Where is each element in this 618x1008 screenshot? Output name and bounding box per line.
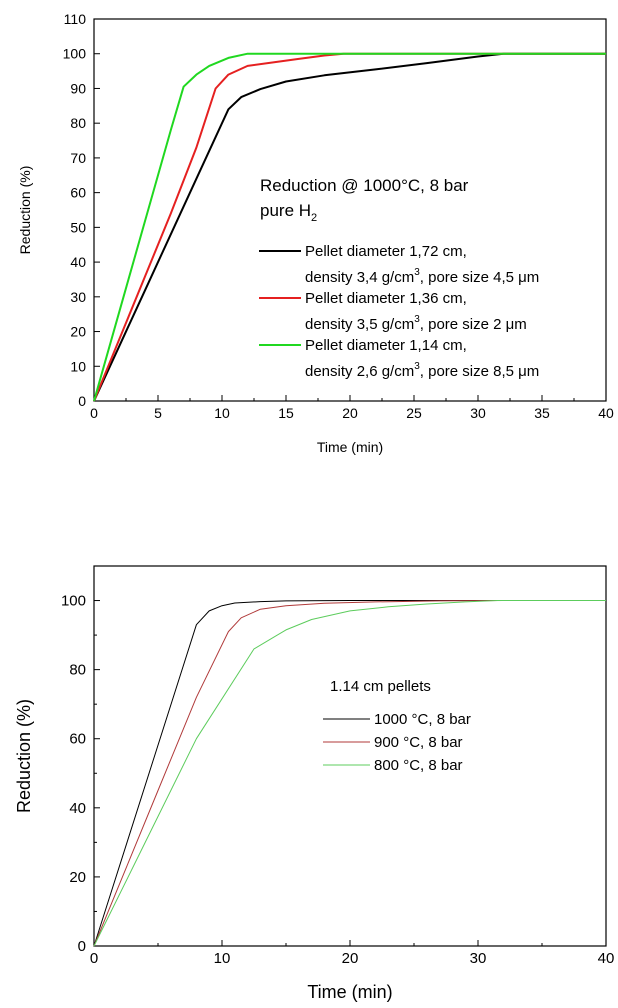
series-line-bottom-3 (93, 600, 606, 947)
legend-entry-3-line2: density 2,6 g/cm3, pore size 8,5 μm (305, 361, 539, 380)
series-line-bottom-2 (93, 600, 606, 947)
legend-bottom: 1000 °C, 8 bar 900 °C, 8 bar 800 °C, 8 b… (323, 711, 471, 774)
annotation-title-bottom: 1.14 cm pellets (330, 678, 431, 695)
y-tick-label: 100 (63, 46, 87, 62)
x-tick-label: 10 (214, 405, 230, 421)
y-tick-label: 90 (70, 80, 86, 96)
x-axis-label-top: Time (min) (317, 439, 383, 455)
series-line-top-3 (93, 52, 606, 402)
x-tick-label: 5 (154, 405, 162, 421)
legend-entry-800c: 800 °C, 8 bar (374, 757, 463, 774)
y-tick-label: 40 (70, 254, 86, 270)
legend-top: Pellet diameter 1,72 cm, density 3,4 g/c… (259, 243, 539, 380)
y-tick-label: 100 (61, 593, 86, 610)
y-tick-label: 20 (69, 869, 86, 886)
y-tick-label: 30 (70, 289, 86, 305)
y-tick-label: 110 (64, 11, 87, 27)
y-tick-label: 50 (70, 219, 86, 235)
chart-bottom: 0 10 20 30 40 0 20 40 60 80 100 Reduction (%) Time… (14, 565, 614, 1002)
y-axis-label-top: Reduction (%) (17, 166, 33, 255)
legend-entry-1000c: 1000 °C, 8 bar (374, 711, 471, 728)
x-tick-label: 0 (90, 950, 98, 967)
x-tick-label: 30 (470, 405, 486, 421)
y-tick-label: 0 (78, 938, 86, 955)
series-line-top-1 (93, 52, 606, 402)
annotation-title-top: Reduction @ 1000°C, 8 bar (260, 176, 469, 195)
legend-entry-2-line1: Pellet diameter 1,36 cm, (305, 290, 467, 307)
x-axis-label-bottom: Time (min) (307, 982, 392, 1002)
x-tick-label: 0 (90, 405, 98, 421)
legend-entry-1-line1: Pellet diameter 1,72 cm, (305, 243, 467, 260)
y-tick-label: 80 (70, 115, 86, 131)
y-tick-label: 60 (69, 731, 86, 748)
axes-ticks-top: 0 5 10 15 20 25 30 35 40 0 10 20 30 40 50 60 70 80 90 100 11… (63, 11, 614, 421)
x-tick-label: 20 (342, 405, 358, 421)
y-tick-label: 20 (70, 324, 86, 340)
legend-entry-3-line1: Pellet diameter 1,14 cm, (305, 337, 467, 354)
legend-entry-2-line2: density 3,5 g/cm3, pore size 2 μm (305, 314, 527, 333)
x-tick-label: 40 (598, 405, 614, 421)
series-lines-top (93, 52, 606, 402)
x-tick-label: 30 (470, 950, 487, 967)
y-tick-label: 80 (69, 662, 86, 679)
x-tick-label: 20 (342, 950, 359, 967)
y-tick-label: 0 (78, 393, 86, 409)
series-line-top-2 (93, 52, 606, 402)
axes-ticks-bottom: 0 10 20 30 40 0 20 40 60 80 100 (61, 593, 614, 967)
y-tick-label: 70 (70, 150, 86, 166)
x-tick-label: 25 (406, 405, 422, 421)
plot-frame-bottom (93, 565, 607, 947)
y-tick-label: 60 (70, 185, 86, 201)
series-lines-bottom (93, 600, 606, 947)
x-tick-label: 40 (598, 950, 615, 967)
x-tick-label: 10 (214, 950, 231, 967)
y-axis-label-bottom: Reduction (%) (14, 699, 34, 813)
legend-entry-1-line2: density 3,4 g/cm3, pore size 4,5 μm (305, 267, 539, 286)
series-line-bottom-1 (93, 600, 606, 947)
legend-entry-900c: 900 °C, 8 bar (374, 734, 463, 751)
chart-top: 0 5 10 15 20 25 30 35 40 0 10 20 30 40 50 60 70 80 90 100 11… (17, 11, 614, 455)
annotation-gas-top: pure H2 (260, 201, 317, 224)
y-tick-label: 40 (69, 800, 86, 817)
x-tick-label: 35 (534, 405, 550, 421)
y-tick-label: 10 (70, 358, 86, 374)
x-tick-label: 15 (278, 405, 294, 421)
